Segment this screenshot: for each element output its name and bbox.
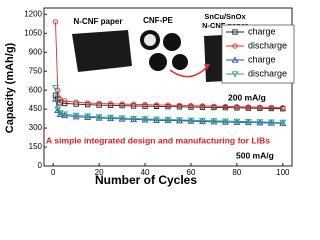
marker bbox=[130, 103, 137, 109]
marker bbox=[54, 106, 62, 113]
legend-label: charge bbox=[248, 26, 276, 36]
marker bbox=[188, 103, 194, 109]
marker bbox=[96, 100, 102, 107]
marker bbox=[119, 102, 125, 109]
marker bbox=[210, 118, 218, 125]
y-tick-label: 0 bbox=[38, 161, 43, 170]
marker bbox=[72, 112, 80, 120]
disc-photo bbox=[172, 54, 188, 70]
marker bbox=[267, 119, 275, 126]
inset-label: SnCu/SnOx bbox=[204, 12, 246, 21]
legend-marker bbox=[232, 29, 238, 35]
marker bbox=[176, 117, 183, 124]
legend-label: discharge bbox=[248, 68, 287, 78]
marker bbox=[62, 98, 68, 104]
y-tick-label: 750 bbox=[29, 66, 43, 75]
y-tick-label: 600 bbox=[29, 85, 43, 94]
marker bbox=[165, 102, 171, 108]
y-tick-label: 900 bbox=[29, 47, 43, 56]
marker bbox=[257, 104, 263, 110]
marker bbox=[84, 102, 91, 108]
x-tick-label: 0 bbox=[51, 168, 56, 177]
annotation: A simple integrated design and manufactu… bbox=[46, 135, 270, 145]
marker bbox=[222, 103, 229, 110]
marker bbox=[107, 114, 115, 122]
y-axis-title: Capacity (mAh/g) bbox=[4, 42, 16, 133]
marker bbox=[244, 118, 252, 126]
marker bbox=[56, 110, 64, 117]
y-tick-label: 450 bbox=[29, 104, 43, 113]
x-tick-label: 60 bbox=[187, 168, 196, 177]
marker bbox=[198, 117, 206, 125]
y-tick-label: 150 bbox=[29, 142, 43, 151]
marker bbox=[84, 113, 92, 120]
x-tick-label: 20 bbox=[95, 168, 104, 177]
marker bbox=[61, 111, 69, 118]
series-line bbox=[55, 98, 283, 124]
marker bbox=[256, 119, 264, 126]
annotation: 500 mA/g bbox=[236, 150, 274, 160]
legend-marker bbox=[232, 43, 238, 49]
marker bbox=[107, 101, 114, 107]
y-tick-label: 1050 bbox=[24, 28, 42, 37]
disc-photo bbox=[144, 34, 156, 46]
x-tick-label: 100 bbox=[276, 168, 290, 177]
marker bbox=[221, 118, 229, 125]
marker bbox=[130, 101, 137, 107]
series-line bbox=[55, 94, 283, 110]
x-tick-label: 80 bbox=[232, 168, 241, 177]
marker bbox=[268, 104, 274, 111]
marker bbox=[96, 102, 102, 108]
marker bbox=[199, 103, 206, 109]
marker bbox=[245, 104, 252, 110]
marker bbox=[142, 103, 148, 109]
inset-label: N-CNF paper bbox=[74, 17, 123, 26]
marker bbox=[176, 102, 183, 109]
legend-box bbox=[221, 24, 295, 84]
y-tick-label: 300 bbox=[29, 123, 43, 132]
marker bbox=[52, 84, 59, 92]
paper-photo bbox=[72, 30, 132, 72]
y-tick-label: 1200 bbox=[24, 9, 42, 18]
chart: N-CNF paper CNF-PE SnCu/SnOx N-CNF paper… bbox=[4, 7, 295, 187]
plot-frame bbox=[43, 7, 293, 167]
marker bbox=[153, 102, 160, 108]
marker bbox=[52, 19, 59, 25]
marker bbox=[95, 114, 103, 121]
marker bbox=[107, 102, 114, 108]
series-line bbox=[55, 87, 283, 123]
marker bbox=[141, 116, 149, 123]
marker bbox=[119, 101, 125, 107]
marker bbox=[118, 115, 126, 122]
legend-marker bbox=[231, 71, 239, 78]
marker bbox=[142, 102, 148, 108]
inset-photo bbox=[72, 30, 246, 82]
marker bbox=[57, 96, 63, 102]
arrow bbox=[169, 65, 209, 78]
annotation: 200 mA/g bbox=[228, 92, 266, 102]
marker bbox=[187, 117, 195, 124]
inset-label: CNF-PE bbox=[143, 16, 173, 25]
marker bbox=[73, 99, 79, 105]
marker bbox=[234, 104, 240, 110]
marker bbox=[84, 100, 91, 106]
legend-marker bbox=[231, 56, 239, 63]
legend-label: charge bbox=[248, 54, 276, 64]
marker bbox=[279, 119, 287, 127]
arrow-head bbox=[204, 64, 210, 70]
marker bbox=[164, 116, 172, 124]
marker bbox=[233, 118, 241, 126]
series-line bbox=[55, 21, 283, 109]
legend-label: discharge bbox=[248, 40, 287, 50]
marker bbox=[153, 116, 160, 123]
marker bbox=[211, 103, 217, 109]
disc-photo bbox=[163, 33, 181, 51]
x-tick-label: 40 bbox=[141, 168, 150, 177]
x-axis-title: Number of Cycles bbox=[95, 173, 197, 187]
marker bbox=[280, 105, 286, 111]
disc-photo bbox=[149, 53, 167, 71]
marker bbox=[130, 115, 138, 123]
